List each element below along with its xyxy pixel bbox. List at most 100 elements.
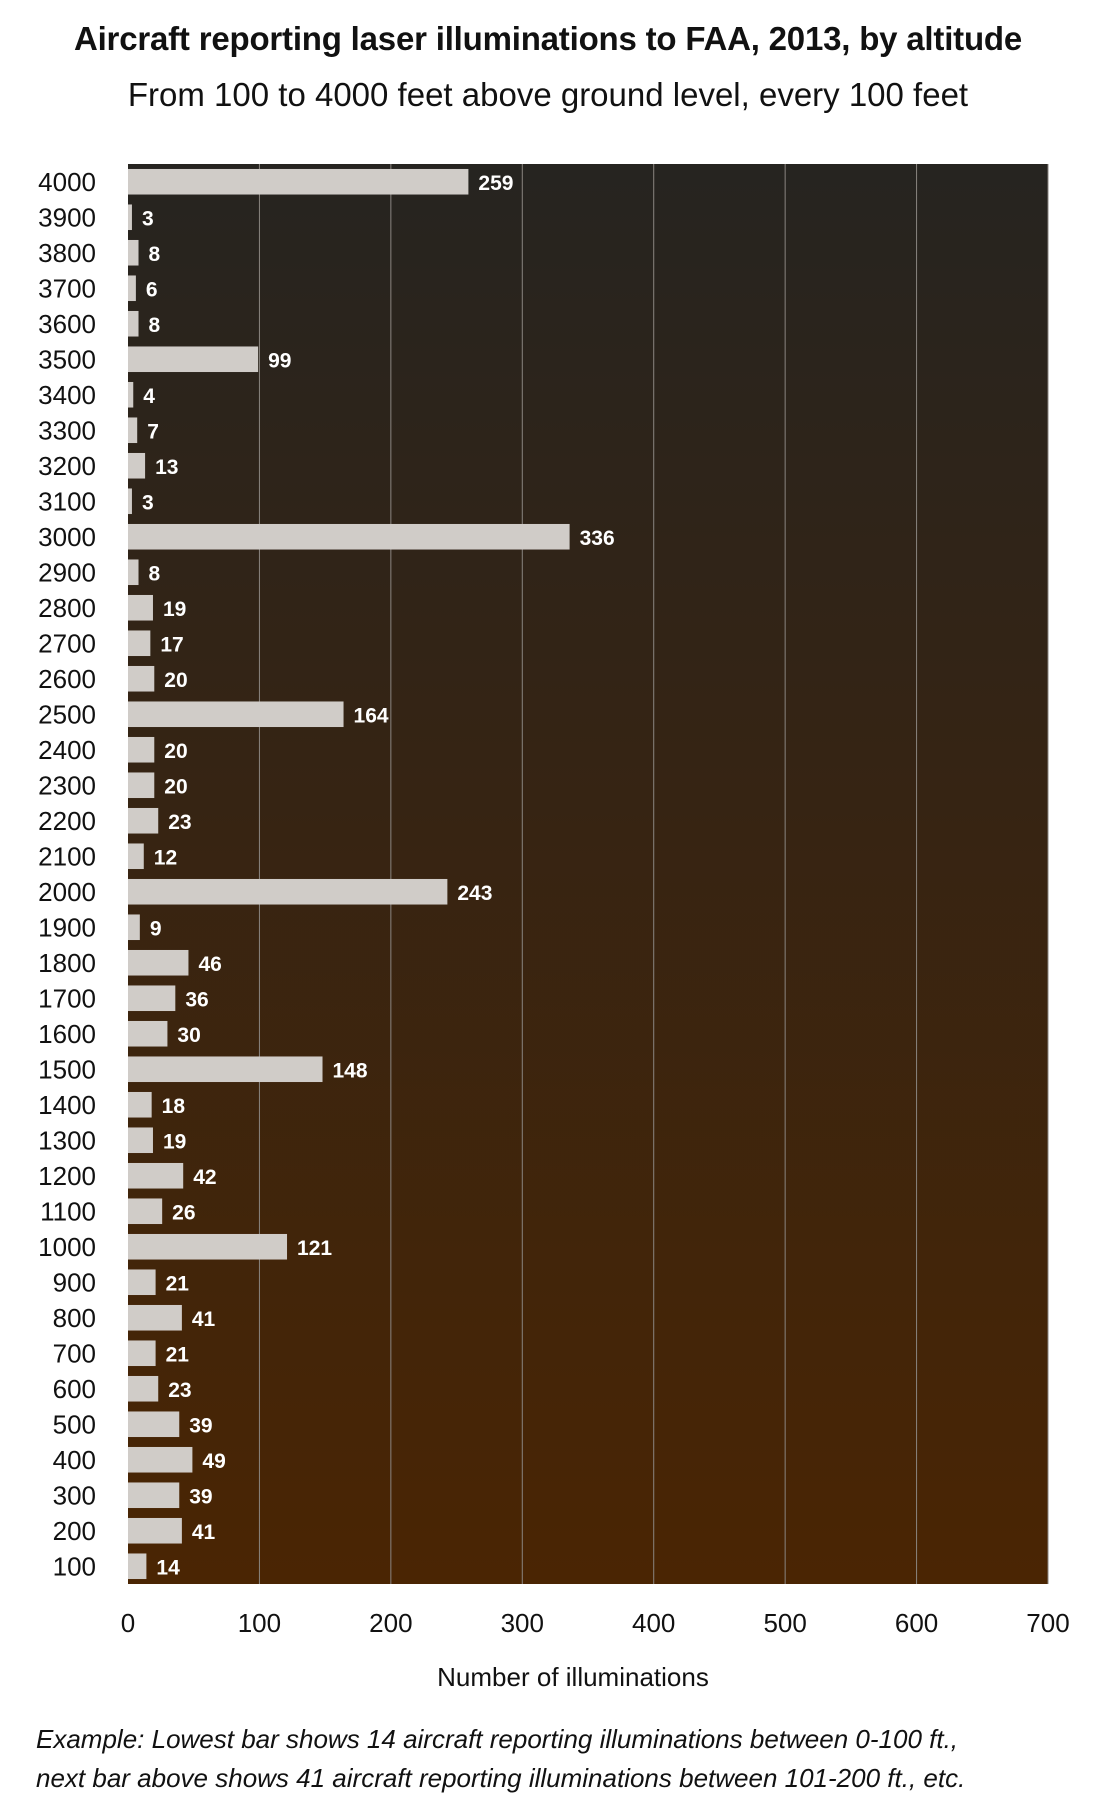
bar-3100 [128,488,132,515]
data-label: 14 [156,1556,180,1579]
bar-3500 [128,346,259,373]
bar-400 [128,1446,193,1473]
data-label: 121 [297,1237,332,1260]
data-label: 148 [333,1059,368,1082]
bar-2600 [128,665,155,692]
data-label: 243 [457,882,492,905]
y-tick-label: 2300 [38,770,96,800]
plot-area [128,164,1048,1584]
y-tick-label: 2400 [38,735,96,765]
data-label: 36 [185,988,208,1011]
bar-600 [128,1375,159,1402]
data-label: 3 [142,491,154,514]
y-tick-label: 3600 [38,309,96,339]
bar-3800 [128,239,139,266]
data-label: 39 [189,1485,212,1508]
x-tick-label: 400 [632,1608,675,1638]
data-label: 20 [164,669,187,692]
data-label: 39 [189,1414,212,1437]
bar-3300 [128,417,138,444]
bar-1600 [128,1020,168,1047]
bar-300 [128,1482,180,1509]
bar-1500 [128,1056,323,1083]
data-label: 30 [177,1024,200,1047]
y-tick-label: 3400 [38,380,96,410]
bar-900 [128,1269,156,1296]
x-tick-label: 300 [501,1608,544,1638]
data-label: 19 [163,598,186,621]
y-tick-label: 3100 [38,486,96,516]
x-tick-labels: 0 100 200 300 400 500 600 700 [121,1608,1070,1638]
y-tick-label: 2800 [38,593,96,623]
y-tick-label: 900 [53,1267,96,1297]
bar-3400 [128,381,134,408]
data-label: 17 [160,633,183,656]
data-label: 164 [354,704,389,727]
y-tick-label: 300 [53,1480,96,1510]
bar-2500 [128,701,344,728]
data-label: 23 [168,1379,191,1402]
y-tick-label: 2000 [38,877,96,907]
data-label: 8 [149,314,161,337]
bar-100 [128,1553,147,1580]
x-tick-label: 600 [895,1608,938,1638]
data-label: 18 [162,1095,186,1118]
y-tick-label: 4000 [38,167,96,197]
bar-4000 [128,168,469,195]
y-tick-label: 3900 [38,202,96,232]
bar-1100 [128,1198,163,1225]
data-label: 21 [166,1272,190,1295]
y-tick-label: 2700 [38,628,96,658]
bar-1200 [128,1162,184,1189]
y-tick-label: 1400 [38,1090,96,1120]
data-label: 9 [150,917,162,940]
data-label: 21 [166,1343,190,1366]
data-label: 19 [163,1130,186,1153]
bar-2300 [128,772,155,799]
chart-subtitle: From 100 to 4000 feet above ground level… [127,76,969,113]
y-tick-label: 1700 [38,983,96,1013]
bar-2100 [128,843,144,870]
y-tick-label: 3500 [38,344,96,374]
y-tick-label: 1500 [38,1054,96,1084]
data-label: 41 [192,1308,216,1331]
data-label: 41 [192,1521,216,1544]
data-label: 42 [193,1166,216,1189]
data-label: 7 [147,420,159,443]
bar-800 [128,1304,182,1331]
y-tick-label: 3200 [38,451,96,481]
data-label: 20 [164,775,187,798]
x-axis-label: Number of illuminations [437,1662,709,1692]
y-tick-label: 3300 [38,415,96,445]
y-tick-label: 1100 [40,1196,96,1226]
y-tick-label: 1900 [38,912,96,942]
x-tick-label: 700 [1026,1608,1069,1638]
x-tick-label: 0 [121,1608,135,1638]
y-tick-label: 3800 [38,238,96,268]
y-tick-label: 800 [53,1303,96,1333]
data-label: 13 [155,456,178,479]
chart-title: Aircraft reporting laser illuminations t… [73,20,1023,57]
y-tick-label: 3000 [38,522,96,552]
bar-1400 [128,1091,152,1118]
data-label: 336 [580,527,615,550]
bar-700 [128,1340,156,1367]
bar-2200 [128,807,159,834]
bar-200 [128,1517,182,1544]
y-tick-label: 3700 [38,273,96,303]
bar-2400 [128,736,155,763]
bar-1700 [128,985,176,1012]
footnote-line-1: Example: Lowest bar shows 14 aircraft re… [36,1724,959,1754]
x-tick-label: 500 [763,1608,806,1638]
data-label: 3 [142,207,154,230]
y-tick-label: 2600 [38,664,96,694]
bar-2000 [128,878,448,905]
y-tick-label: 2900 [38,557,96,587]
bar-3900 [128,204,132,231]
y-tick-label: 700 [53,1338,96,1368]
data-label: 46 [198,953,221,976]
data-label: 12 [154,846,177,869]
bar-2900 [128,559,139,586]
y-tick-label: 400 [53,1445,96,1475]
y-tick-label: 1300 [38,1125,96,1155]
